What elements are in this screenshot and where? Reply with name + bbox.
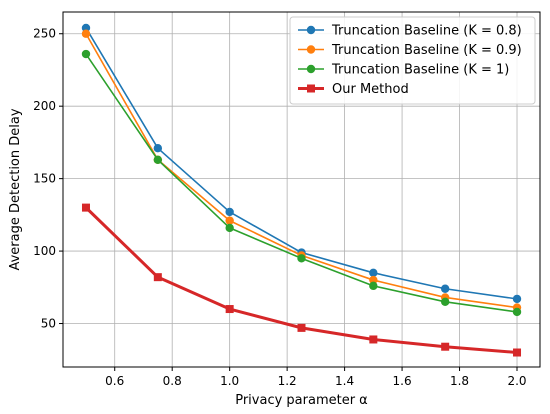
x-axis-ticks: 0.6 0.8 1.0 1.2 1.4 1.6 1.8 2.0 bbox=[105, 367, 527, 388]
data-point bbox=[297, 254, 306, 263]
legend-label: Truncation Baseline (K = 1) bbox=[331, 63, 509, 78]
plot-frame bbox=[62, 11, 541, 368]
legend-label: Truncation Baseline (K = 0.9) bbox=[331, 43, 522, 58]
legend-item: Truncation Baseline (K = 0.8) bbox=[298, 24, 522, 39]
x-tick-label: 2.0 bbox=[507, 374, 526, 388]
y-axis-label: Average Detection Delay bbox=[8, 108, 23, 270]
legend-label: Our Method bbox=[332, 82, 409, 97]
y-tick-label: 200 bbox=[33, 99, 56, 113]
series-3 bbox=[81, 49, 522, 317]
data-point bbox=[153, 155, 163, 164]
x-tick-label: 1.0 bbox=[220, 374, 239, 388]
data-point bbox=[440, 284, 450, 293]
y-tick-label: 150 bbox=[33, 172, 56, 186]
data-point bbox=[369, 335, 378, 344]
data-point bbox=[225, 216, 234, 225]
legend-marker bbox=[306, 25, 316, 35]
data-point bbox=[225, 223, 234, 233]
x-tick-label: 1.4 bbox=[335, 374, 354, 388]
legend-label: Truncation Baseline (K = 0.8) bbox=[331, 24, 522, 39]
data-point bbox=[225, 305, 234, 314]
x-tick-label: 0.8 bbox=[163, 374, 182, 388]
x-tick-label: 0.6 bbox=[105, 374, 124, 388]
data-point bbox=[297, 323, 306, 332]
legend-item: Our Method bbox=[298, 82, 409, 97]
y-axis-ticks: 50 100 150 200 250 bbox=[33, 27, 63, 331]
data-point bbox=[512, 307, 522, 317]
legend-box bbox=[289, 16, 536, 105]
x-tick-label: 1.2 bbox=[278, 374, 297, 388]
legend-item: Truncation Baseline (K = 0.9) bbox=[298, 43, 522, 58]
series-layer bbox=[81, 23, 522, 357]
legend: Truncation Baseline (K = 0.8) Truncation … bbox=[289, 16, 536, 105]
x-tick-label: 1.6 bbox=[393, 374, 412, 388]
y-tick-label: 50 bbox=[41, 317, 56, 331]
data-point bbox=[153, 144, 163, 153]
legend-marker bbox=[306, 64, 316, 74]
data-point bbox=[81, 29, 91, 38]
x-axis-label: Privacy parameter α bbox=[235, 393, 368, 408]
data-point bbox=[369, 268, 378, 278]
data-point bbox=[81, 23, 91, 33]
data-point bbox=[81, 203, 90, 212]
y-tick-label: 250 bbox=[33, 27, 56, 41]
legend-marker bbox=[306, 45, 316, 54]
data-point bbox=[441, 342, 450, 351]
y-tick-label: 100 bbox=[33, 244, 56, 258]
legend-marker bbox=[307, 84, 315, 93]
data-point bbox=[512, 294, 522, 304]
series-4 bbox=[81, 203, 522, 357]
data-point bbox=[440, 297, 450, 306]
data-point bbox=[153, 273, 162, 282]
legend-item: Truncation Baseline (K = 1) bbox=[298, 63, 509, 78]
data-point bbox=[225, 207, 234, 217]
data-point bbox=[369, 281, 378, 291]
data-point bbox=[369, 275, 378, 285]
x-tick-label: 1.8 bbox=[450, 374, 469, 388]
data-point bbox=[81, 49, 91, 59]
data-point bbox=[513, 348, 522, 357]
